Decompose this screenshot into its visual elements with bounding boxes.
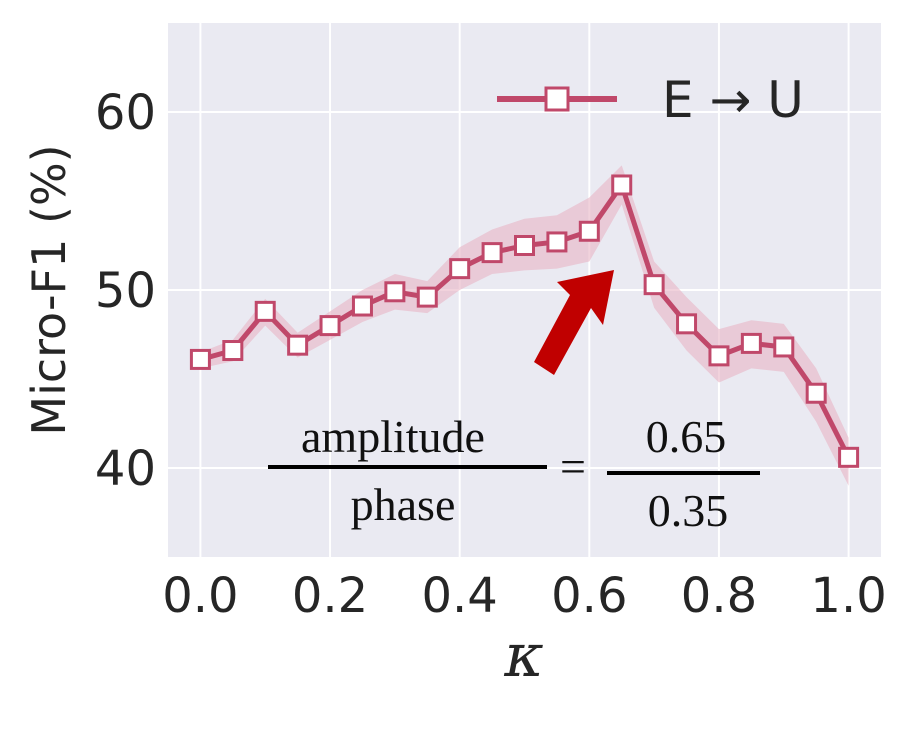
x-tick-label: 0.2 (292, 568, 368, 624)
data-point-marker (805, 382, 827, 404)
data-point-marker (222, 340, 244, 362)
x-tick-label: 0.6 (551, 568, 627, 624)
annotation-equals: = (560, 441, 586, 492)
y-tick-label: 60 (95, 85, 156, 141)
data-point-marker (708, 345, 730, 367)
y-tick-label: 40 (95, 441, 156, 497)
data-point-marker (287, 334, 309, 356)
data-point-marker (546, 231, 568, 253)
series-marker-layer (189, 174, 860, 468)
legend-label: E → U (662, 71, 804, 129)
data-point-marker (416, 286, 438, 308)
y-axis-label: Micro-F1 (%) (22, 144, 76, 435)
annotation-numerator-right: 0.65 (646, 411, 727, 462)
x-tick-label: 0.0 (162, 568, 238, 624)
data-point-marker (611, 174, 633, 196)
data-point-marker (773, 336, 795, 358)
legend: E → U (497, 71, 804, 129)
ratio-annotation: amplitude phase = 0.65 0.35 (268, 411, 760, 536)
x-axis-label: κ (503, 621, 543, 691)
legend-marker-swatch (544, 86, 570, 112)
data-point-marker (351, 295, 373, 317)
y-tick-labels: 40 50 60 (95, 85, 156, 497)
data-point-marker (643, 274, 665, 296)
data-point-marker (514, 235, 535, 256)
highlight-arrow (534, 270, 614, 375)
data-point-marker (838, 446, 860, 468)
x-tick-label: 0.4 (422, 568, 498, 624)
data-point-marker (319, 315, 341, 337)
data-point-marker (384, 281, 406, 303)
data-point-marker (254, 300, 276, 322)
data-point-marker (189, 348, 211, 370)
data-point-marker (481, 242, 503, 264)
annotation-numerator-left: amplitude (301, 411, 485, 462)
data-point-marker (578, 220, 600, 242)
y-tick-label: 50 (95, 263, 156, 319)
data-point-marker (676, 313, 698, 335)
annotation-denominator-right: 0.35 (648, 485, 729, 536)
x-tick-labels: 0.0 0.2 0.4 0.6 0.8 1.0 (162, 568, 887, 624)
data-point-marker (449, 258, 471, 280)
annotation-denominator-left: phase (351, 479, 456, 530)
data-point-marker (740, 332, 762, 354)
x-tick-label: 0.8 (681, 568, 757, 624)
x-tick-label: 1.0 (810, 568, 886, 624)
